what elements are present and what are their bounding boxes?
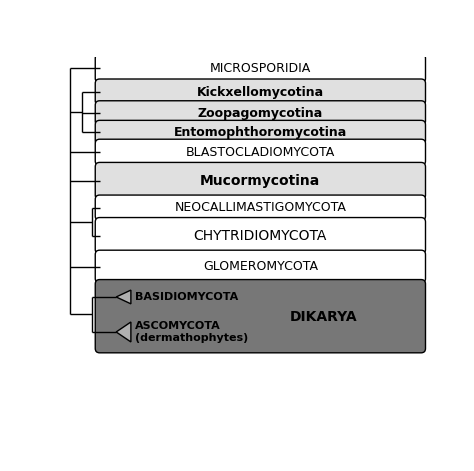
FancyBboxPatch shape xyxy=(95,54,426,82)
FancyBboxPatch shape xyxy=(95,162,426,199)
Text: NEOCALLIMASTIGOMYCOTA: NEOCALLIMASTIGOMYCOTA xyxy=(174,201,346,214)
Text: Kickxellomycotina: Kickxellomycotina xyxy=(197,86,324,98)
FancyBboxPatch shape xyxy=(95,139,426,165)
FancyBboxPatch shape xyxy=(95,218,426,254)
Polygon shape xyxy=(116,322,131,342)
Text: BASIDIOMYCOTA: BASIDIOMYCOTA xyxy=(135,292,238,302)
Text: Mucormycotina: Mucormycotina xyxy=(200,174,320,188)
Text: MICROSPORIDIA: MICROSPORIDIA xyxy=(210,62,311,75)
Text: ASCOMYCOTA
(dermathophytes): ASCOMYCOTA (dermathophytes) xyxy=(135,321,248,343)
FancyBboxPatch shape xyxy=(95,250,426,283)
Text: Entomophthoromycotina: Entomophthoromycotina xyxy=(174,126,347,139)
Text: GLOMEROMYCOTA: GLOMEROMYCOTA xyxy=(203,260,318,273)
FancyBboxPatch shape xyxy=(95,280,426,353)
Text: Zoopagomycotina: Zoopagomycotina xyxy=(198,106,323,120)
FancyBboxPatch shape xyxy=(95,121,426,145)
FancyBboxPatch shape xyxy=(95,101,426,125)
Polygon shape xyxy=(116,290,131,304)
FancyBboxPatch shape xyxy=(95,79,426,105)
Text: CHYTRIDIOMYCOTA: CHYTRIDIOMYCOTA xyxy=(194,229,327,243)
Text: BLASTOCLADIOMYCOTA: BLASTOCLADIOMYCOTA xyxy=(186,146,335,159)
Text: DIKARYA: DIKARYA xyxy=(290,309,357,324)
FancyBboxPatch shape xyxy=(95,195,426,220)
